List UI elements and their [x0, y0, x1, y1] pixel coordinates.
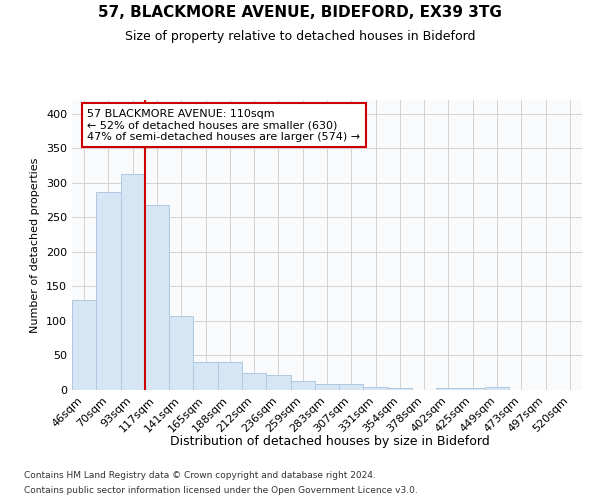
Bar — [364, 386, 388, 390]
Bar — [290, 381, 315, 390]
Text: Distribution of detached houses by size in Bideford: Distribution of detached houses by size … — [170, 435, 490, 448]
Bar — [193, 362, 218, 390]
Bar — [169, 316, 193, 390]
Bar — [436, 388, 461, 390]
Text: Size of property relative to detached houses in Bideford: Size of property relative to detached ho… — [125, 30, 475, 43]
Bar — [461, 388, 485, 390]
Text: 57 BLACKMORE AVENUE: 110sqm
← 52% of detached houses are smaller (630)
47% of se: 57 BLACKMORE AVENUE: 110sqm ← 52% of det… — [88, 108, 361, 142]
Bar — [388, 388, 412, 390]
Bar — [242, 372, 266, 390]
Bar — [72, 300, 96, 390]
Bar — [96, 192, 121, 390]
Bar — [266, 375, 290, 390]
Text: 57, BLACKMORE AVENUE, BIDEFORD, EX39 3TG: 57, BLACKMORE AVENUE, BIDEFORD, EX39 3TG — [98, 5, 502, 20]
Bar — [315, 384, 339, 390]
Text: Contains HM Land Registry data © Crown copyright and database right 2024.: Contains HM Land Registry data © Crown c… — [24, 471, 376, 480]
Bar — [121, 174, 145, 390]
Bar — [145, 205, 169, 390]
Text: Contains public sector information licensed under the Open Government Licence v3: Contains public sector information licen… — [24, 486, 418, 495]
Bar — [339, 384, 364, 390]
Y-axis label: Number of detached properties: Number of detached properties — [31, 158, 40, 332]
Bar — [218, 362, 242, 390]
Bar — [485, 386, 509, 390]
